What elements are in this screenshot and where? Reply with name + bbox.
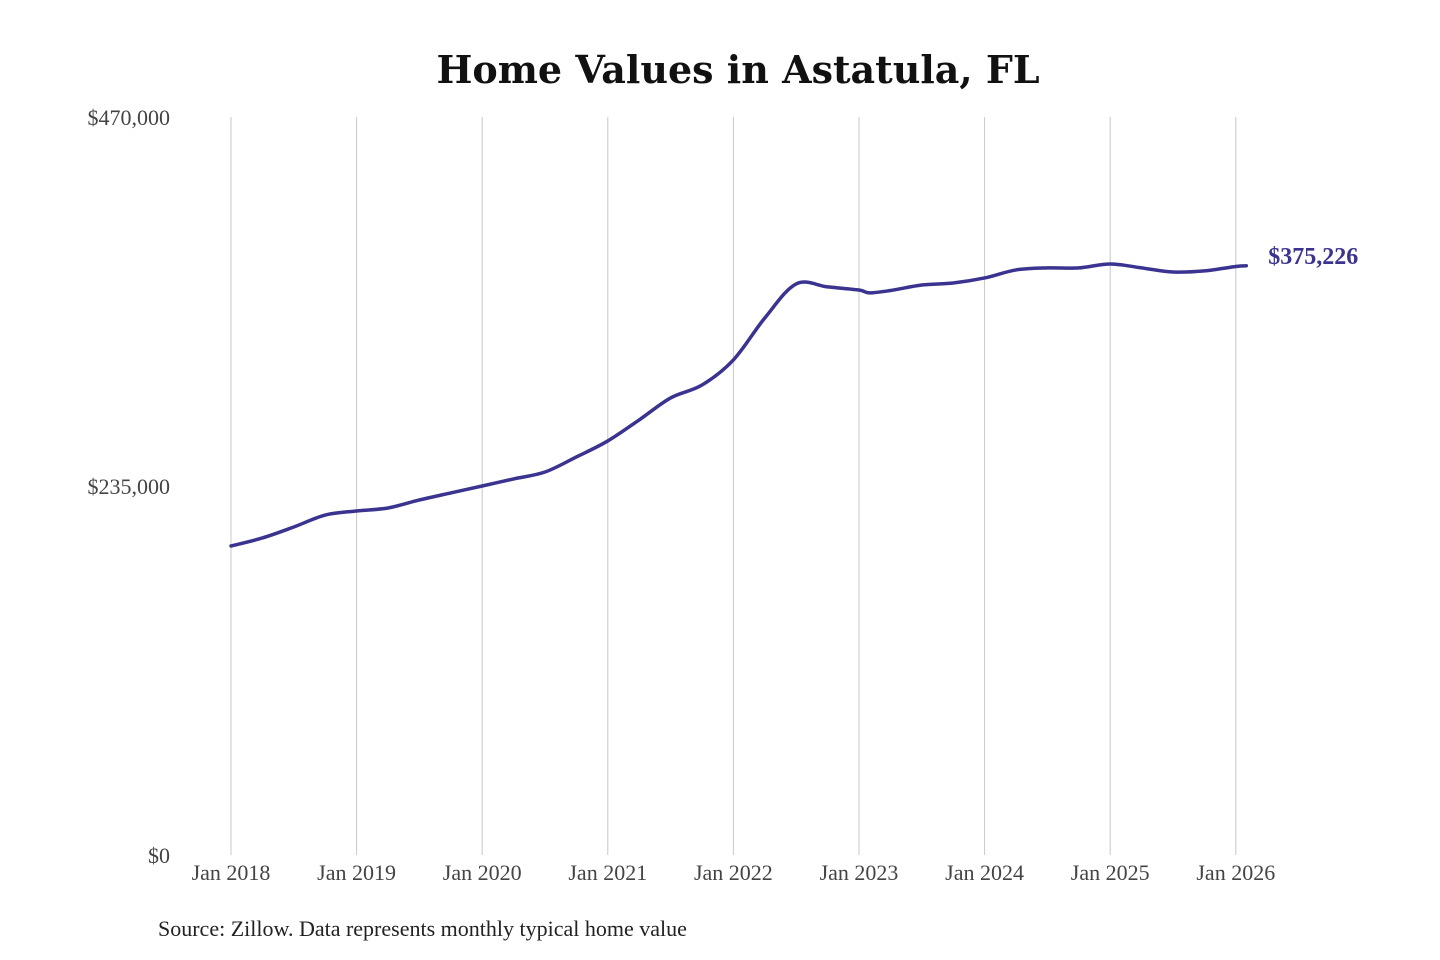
x-tick-label: Jan 2018 (192, 860, 271, 885)
x-tick-label: Jan 2019 (317, 860, 396, 885)
y-tick-label: $470,000 (88, 105, 171, 130)
source-note: Source: Zillow. Data represents monthly … (158, 916, 687, 941)
y-tick-label: $235,000 (88, 474, 171, 499)
chart-title: Home Values in Astatula, FL (436, 47, 1039, 92)
x-tick-label: Jan 2021 (568, 860, 647, 885)
x-tick-label: Jan 2024 (945, 860, 1024, 885)
x-tick-label: Jan 2026 (1196, 860, 1275, 885)
x-tick-label: Jan 2025 (1071, 860, 1150, 885)
x-tick-label: Jan 2022 (694, 860, 773, 885)
x-tick-label: Jan 2023 (820, 860, 899, 885)
x-tick-label: Jan 2020 (443, 860, 522, 885)
y-tick-label: $0 (148, 843, 170, 868)
end-value-label: $375,226 (1268, 244, 1358, 270)
series-line (229, 262, 1249, 548)
